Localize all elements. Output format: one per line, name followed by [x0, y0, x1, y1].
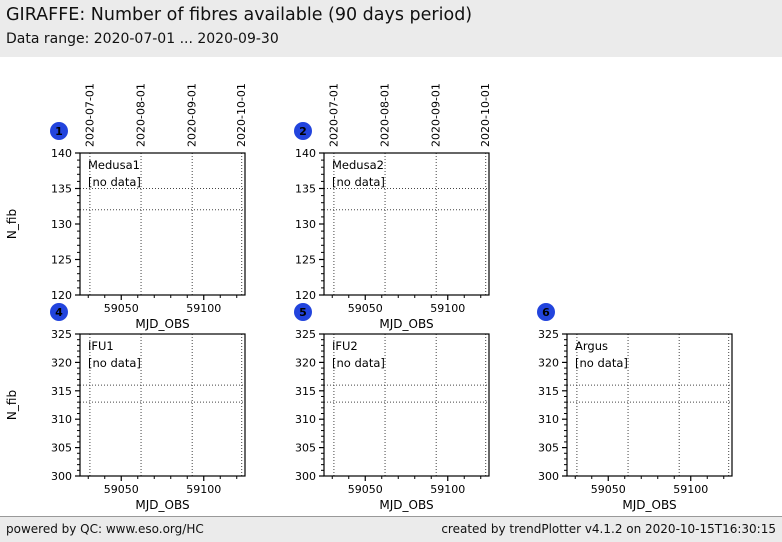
plot-number-badge-label: 4: [55, 306, 63, 319]
x-axis-title: MJD_OBS: [379, 498, 433, 512]
y-tick-label: 320: [538, 356, 559, 369]
y-tick-label: 135: [295, 183, 316, 196]
no-data-label: [no data]: [332, 356, 385, 370]
no-data-label: [no data]: [332, 175, 385, 189]
x-tick-label: 59050: [591, 483, 626, 496]
y-tick-label: 325: [295, 328, 316, 341]
y-tick-label: 125: [295, 254, 316, 267]
y-tick-label: 130: [295, 218, 316, 231]
plot-number-badge: [50, 122, 68, 140]
x-tick-label: 59050: [104, 302, 139, 315]
y-tick-label: 305: [295, 442, 316, 455]
plot-number-badge: [294, 122, 312, 140]
top-date-label: 2020-10-01: [479, 83, 492, 147]
plot-series-name: IFU1: [88, 339, 114, 353]
plots-canvas: 2020-07-01 2020-08-01 2020-09-01 2020-10-01…: [5, 83, 733, 512]
top-date-label: 2020-10-01: [235, 83, 248, 147]
x-axis-title: MJD_OBS: [135, 317, 189, 331]
y-tick-label: 120: [51, 289, 72, 302]
plot-number-badge: [50, 303, 68, 321]
x-tick-label: 59050: [104, 483, 139, 496]
footer-powered-by: powered by QC: www.eso.org/HC: [6, 522, 204, 536]
y-tick-label: 305: [51, 442, 72, 455]
axis-box: [566, 333, 733, 477]
y-tick-label: 140: [295, 147, 316, 160]
plot-number-badge: [294, 303, 312, 321]
y-tick-label: 140: [51, 147, 72, 160]
plot-number-badge-label: 6: [542, 306, 550, 319]
y-tick-label: 310: [538, 413, 559, 426]
plot-series-name: IFU2: [332, 339, 358, 353]
y-tick-label: 130: [51, 218, 72, 231]
data-range-subtitle: Data range: 2020-07-01 ... 2020-09-30: [6, 31, 279, 47]
y-tick-label: 325: [51, 328, 72, 341]
x-tick-label: 59100: [186, 483, 221, 496]
plot-number-badge-label: 5: [299, 306, 307, 319]
top-date-label: 2020-07-01: [83, 83, 96, 147]
x-tick-label: 59050: [348, 483, 383, 496]
y-tick-label: 315: [538, 385, 559, 398]
y-axis-title: N_fib: [5, 390, 19, 420]
plot-number-badge-label: 2: [299, 125, 307, 138]
y-tick-label: 305: [538, 442, 559, 455]
x-axis-title: MJD_OBS: [622, 498, 676, 512]
top-date-label: 2020-07-01: [327, 83, 340, 147]
y-tick-label: 315: [51, 385, 72, 398]
y-axis-title: N_fib: [5, 209, 19, 239]
plot-number-badge: [537, 303, 555, 321]
y-tick-label: 320: [51, 356, 72, 369]
x-tick-label: 59100: [430, 483, 465, 496]
y-tick-label: 300: [538, 470, 559, 483]
x-tick-label: 59100: [186, 302, 221, 315]
plot-number-badge-label: 1: [55, 125, 63, 138]
axis-box: [323, 333, 490, 477]
x-axis-title: MJD_OBS: [135, 498, 189, 512]
plots-area: 2020-07-01 2020-08-01 2020-09-01 2020-10-01…: [0, 57, 782, 516]
x-tick-label: 59100: [673, 483, 708, 496]
axis-box: [79, 333, 246, 477]
no-data-label: [no data]: [88, 175, 141, 189]
no-data-label: [no data]: [88, 356, 141, 370]
plot-series-name: Medusa1: [88, 158, 140, 172]
top-date-label: 2020-09-01: [186, 83, 199, 147]
x-tick-label: 59100: [430, 302, 465, 315]
top-date-label: 2020-09-01: [430, 83, 443, 147]
x-tick-label: 59050: [348, 302, 383, 315]
y-tick-label: 310: [295, 413, 316, 426]
y-tick-label: 320: [295, 356, 316, 369]
y-tick-label: 300: [295, 470, 316, 483]
plot-series-name: Argus: [575, 339, 608, 353]
footer-created-by: created by trendPlotter v4.1.2 on 2020-1…: [441, 522, 776, 536]
no-data-label: [no data]: [575, 356, 628, 370]
footer-strip: powered by QC: www.eso.org/HC created by…: [0, 516, 782, 542]
y-tick-label: 125: [51, 254, 72, 267]
y-tick-label: 120: [295, 289, 316, 302]
y-tick-label: 135: [51, 183, 72, 196]
y-tick-label: 300: [51, 470, 72, 483]
y-tick-label: 310: [51, 413, 72, 426]
plot-series-name: Medusa2: [332, 158, 384, 172]
page-title: GIRAFFE: Number of fibres available (90 …: [6, 5, 473, 25]
y-tick-label: 325: [538, 328, 559, 341]
top-date-label: 2020-08-01: [379, 83, 392, 147]
x-axis-title: MJD_OBS: [379, 317, 433, 331]
y-tick-label: 315: [295, 385, 316, 398]
top-date-label: 2020-08-01: [135, 83, 148, 147]
header-strip: GIRAFFE: Number of fibres available (90 …: [0, 0, 782, 57]
